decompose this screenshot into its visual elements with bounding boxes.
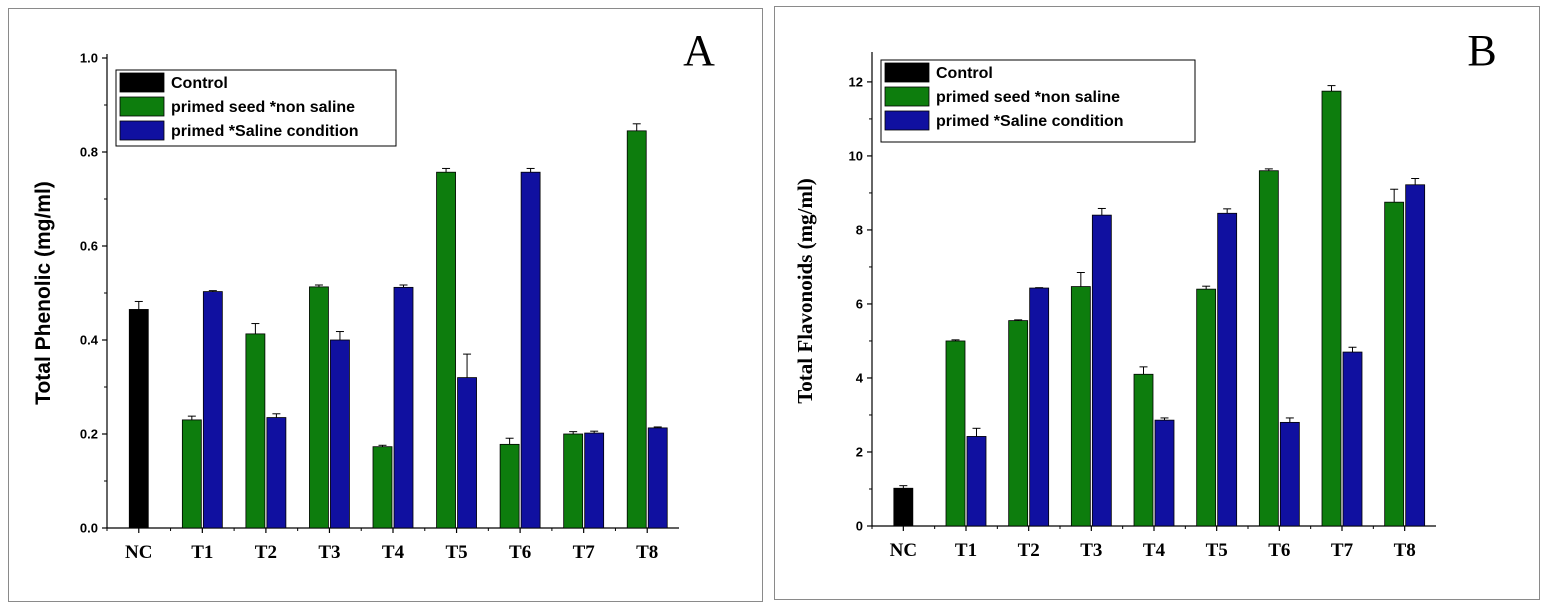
y-tick-label: 0.0 bbox=[80, 521, 98, 536]
bar-a-t4-series-3 bbox=[393, 286, 414, 529]
bar-b-t8-series-3 bbox=[1405, 184, 1426, 527]
y-tick-label: 8 bbox=[856, 222, 863, 237]
bar-a-t3-series-3 bbox=[330, 339, 350, 529]
y-tick-label: 0.8 bbox=[80, 145, 98, 160]
legend-label: Control bbox=[936, 65, 993, 82]
y-tick-label: 12 bbox=[849, 74, 863, 89]
y-tick-label: 0 bbox=[856, 519, 863, 534]
y-tick-label: 4 bbox=[856, 370, 864, 385]
legend-label: primed seed *non saline bbox=[936, 89, 1120, 106]
chart-b-svg: 0 2 4 6 8 10 12 NC T1 T2 T3 T4 T5 T6 T7 T8 Total Flavono… bbox=[793, 26, 1497, 561]
x-tick-label: T3 bbox=[318, 542, 340, 563]
bar-b-t3-series-3 bbox=[1091, 214, 1112, 527]
bar-a-t6-series-3 bbox=[520, 171, 541, 529]
bar-a-t7-series-3 bbox=[584, 432, 605, 529]
bar-b-t7-series-2 bbox=[1321, 90, 1342, 527]
legend-label: Control bbox=[171, 75, 228, 92]
bar-a-t1-series-3 bbox=[202, 291, 223, 529]
bar-b-t6-series-2 bbox=[1258, 170, 1279, 527]
bar-b-t4-series-2 bbox=[1133, 373, 1154, 527]
chart-panel-b: 0 2 4 6 8 10 12 NC T1 T2 T3 T4 T5 T6 T7 T8 Total Flavono… bbox=[774, 6, 1540, 600]
x-tick-label: T8 bbox=[636, 542, 658, 563]
bar-a-t7-series-2 bbox=[563, 433, 584, 529]
bar-b-t8-series-2 bbox=[1384, 201, 1405, 527]
legend-swatch bbox=[884, 110, 930, 131]
x-tick-label: T1 bbox=[955, 540, 977, 561]
panel-label: B bbox=[1467, 26, 1496, 75]
y-axis-label: Total Flavonoids (mg/ml) bbox=[793, 178, 817, 404]
x-tick-label: T5 bbox=[445, 542, 467, 563]
legend-swatch bbox=[884, 86, 930, 107]
bar-b-t2-series-3 bbox=[1029, 287, 1050, 527]
bar-a-t2-series-3 bbox=[266, 417, 287, 529]
bar-a-t8-series-3 bbox=[647, 427, 668, 529]
x-tick-label: T5 bbox=[1206, 540, 1228, 561]
legend-label: primed *Saline condition bbox=[936, 113, 1124, 130]
bar-a-t5-series-2 bbox=[436, 171, 456, 529]
y-tick-label: 0.6 bbox=[80, 239, 98, 254]
x-tick-label: T8 bbox=[1394, 540, 1416, 561]
bar-b-t6-series-3 bbox=[1279, 421, 1300, 527]
y-axis-label: Total Phenolic (mg/ml) bbox=[32, 181, 55, 405]
bar-a-t1-series-2 bbox=[181, 419, 202, 529]
y-tick-label: 0.2 bbox=[80, 427, 98, 442]
legend-box bbox=[880, 59, 1196, 143]
x-tick-label: NC bbox=[890, 540, 917, 561]
bar-a-t2-series-2 bbox=[245, 333, 266, 529]
x-tick-label: NC bbox=[125, 542, 152, 563]
bar-b-t7-series-3 bbox=[1342, 351, 1363, 527]
x-tick-label: T4 bbox=[1143, 540, 1166, 561]
legend-swatch bbox=[119, 72, 165, 93]
bar-b-t1-series-3 bbox=[966, 436, 987, 527]
panel-label: A bbox=[683, 26, 715, 75]
bar-b-t4-series-3 bbox=[1154, 419, 1175, 527]
y-tick-label: 0.4 bbox=[80, 333, 99, 348]
legend-swatch bbox=[884, 62, 930, 83]
legend-label: primed *Saline condition bbox=[171, 123, 359, 140]
chart-a-svg: 0.0 0.2 0.4 0.6 0.8 1.0 NC T1 T2 T3 T4 T5 T6 T7 T8 Tota… bbox=[32, 26, 715, 563]
chart-panel-a: 0.0 0.2 0.4 0.6 0.8 1.0 NC T1 T2 T3 T4 T5 T6 T7 T8 Tota… bbox=[8, 8, 763, 602]
bar-a-nc-series-1 bbox=[128, 309, 149, 529]
bar-a-t8-series-2 bbox=[626, 130, 647, 529]
bar-b-t5-series-2 bbox=[1196, 288, 1217, 527]
bar-a-t6-series-2 bbox=[499, 443, 520, 529]
x-tick-label: T2 bbox=[1018, 540, 1040, 561]
x-tick-label: T6 bbox=[509, 542, 531, 563]
bar-b-t3-series-2 bbox=[1070, 286, 1091, 527]
legend-label: primed seed *non saline bbox=[171, 99, 355, 116]
bar-b-nc-series-1 bbox=[893, 487, 914, 527]
bar-b-t5-series-3 bbox=[1217, 212, 1238, 527]
x-tick-label: T3 bbox=[1080, 540, 1102, 561]
bar-b-t1-series-2 bbox=[945, 340, 966, 527]
x-tick-label: T1 bbox=[191, 542, 213, 563]
x-tick-label: T6 bbox=[1268, 540, 1290, 561]
legend-swatch bbox=[119, 96, 165, 117]
y-tick-label: 6 bbox=[856, 296, 863, 311]
x-tick-label: T4 bbox=[382, 542, 405, 563]
bar-a-t5-series-3 bbox=[457, 377, 477, 529]
bar-a-t4-series-2 bbox=[372, 446, 393, 529]
x-tick-label: T7 bbox=[573, 542, 596, 563]
y-tick-label: 10 bbox=[849, 148, 863, 163]
bar-b-t2-series-2 bbox=[1008, 320, 1029, 527]
y-tick-label: 1.0 bbox=[80, 51, 98, 66]
x-tick-label: T2 bbox=[255, 542, 277, 563]
y-tick-label: 2 bbox=[856, 444, 863, 459]
legend-swatch bbox=[119, 120, 165, 141]
bar-a-t3-series-2 bbox=[309, 286, 329, 529]
x-tick-label: T7 bbox=[1331, 540, 1354, 561]
